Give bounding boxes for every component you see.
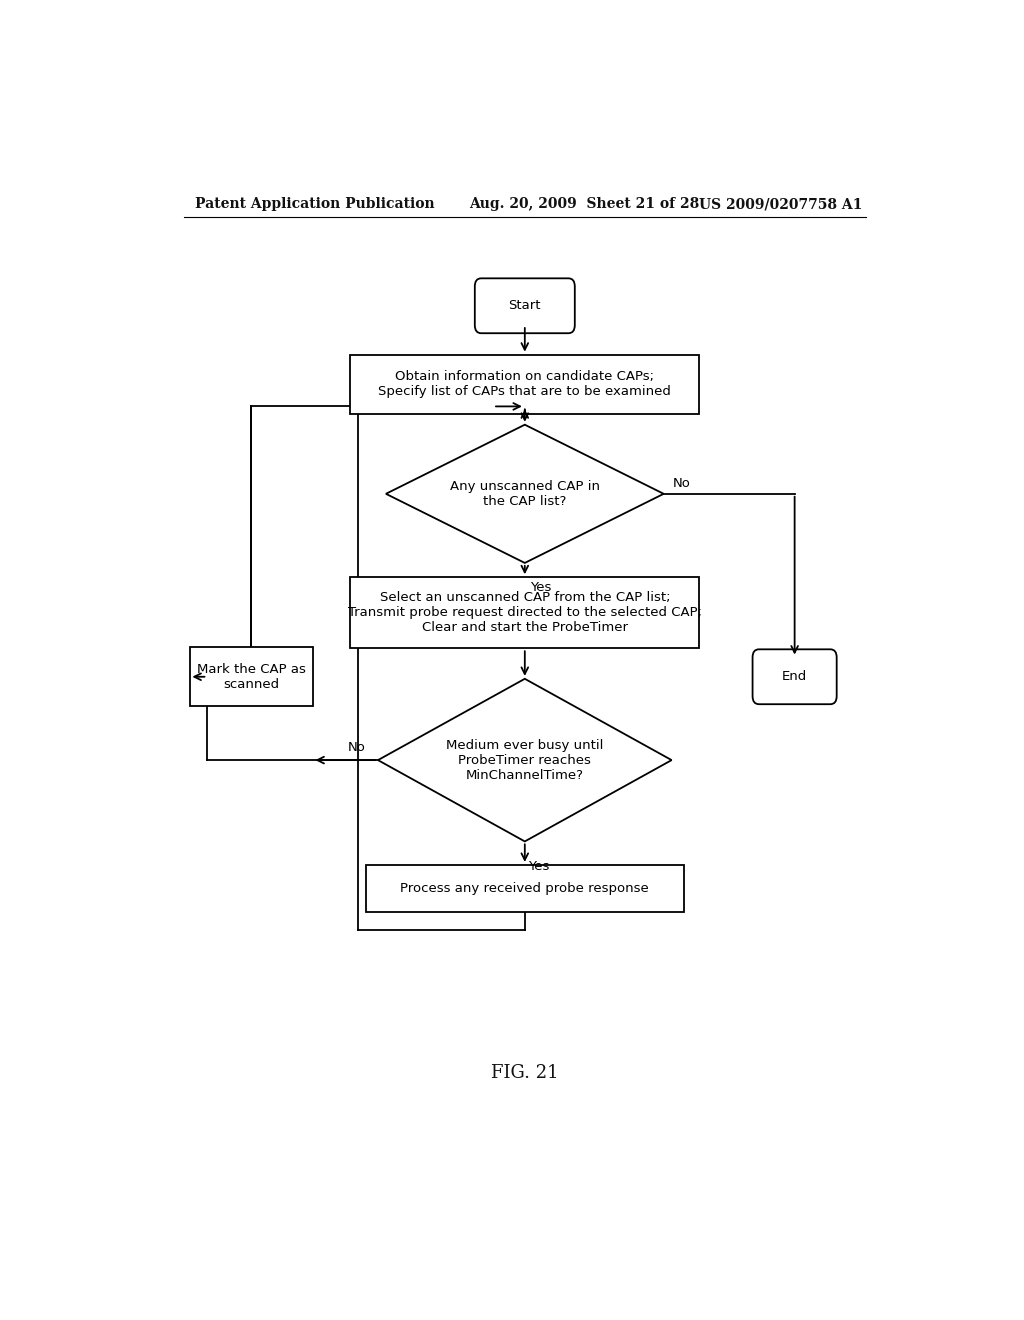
Bar — [367, 865, 684, 912]
Bar — [189, 647, 312, 706]
Text: Select an unscanned CAP from the CAP list;
Transmit probe request directed to th: Select an unscanned CAP from the CAP lis… — [348, 591, 701, 634]
Text: Aug. 20, 2009  Sheet 21 of 28: Aug. 20, 2009 Sheet 21 of 28 — [469, 197, 699, 211]
Text: No: No — [348, 742, 367, 755]
FancyBboxPatch shape — [753, 649, 837, 704]
Polygon shape — [378, 678, 672, 841]
Text: Process any received probe response: Process any received probe response — [400, 882, 649, 895]
Text: Yes: Yes — [530, 581, 551, 594]
Text: Patent Application Publication: Patent Application Publication — [196, 197, 435, 211]
Bar — [350, 355, 699, 413]
Text: Any unscanned CAP in
the CAP list?: Any unscanned CAP in the CAP list? — [450, 479, 600, 508]
Bar — [350, 577, 699, 648]
Text: FIG. 21: FIG. 21 — [490, 1064, 559, 1082]
Text: Obtain information on candidate CAPs;
Specify list of CAPs that are to be examin: Obtain information on candidate CAPs; Sp… — [378, 370, 672, 399]
Text: Start: Start — [509, 300, 541, 313]
Text: End: End — [782, 671, 807, 684]
Text: Mark the CAP as
scanned: Mark the CAP as scanned — [197, 663, 305, 690]
FancyBboxPatch shape — [475, 279, 574, 333]
Text: Medium ever busy until
ProbeTimer reaches
MinChannelTime?: Medium ever busy until ProbeTimer reache… — [446, 739, 603, 781]
Text: No: No — [673, 477, 691, 490]
Text: Yes: Yes — [528, 859, 550, 873]
Text: US 2009/0207758 A1: US 2009/0207758 A1 — [699, 197, 863, 211]
Polygon shape — [386, 425, 664, 562]
